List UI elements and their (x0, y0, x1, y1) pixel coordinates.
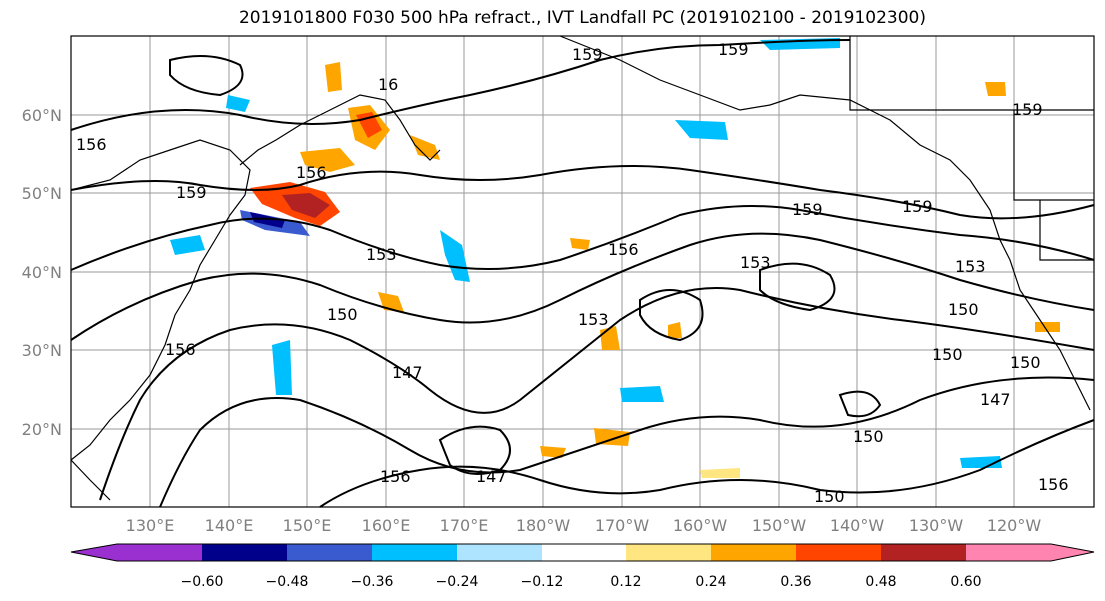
contour-label: 159 (176, 183, 207, 202)
contour-label: 153 (366, 245, 397, 264)
map-plot-area: 159 159 159 159 159 159 156 156 156 156 … (70, 35, 1095, 508)
contour-label: 147 (392, 363, 423, 382)
lon-label: 140°E (205, 516, 254, 535)
colorbar-segment (202, 544, 287, 561)
contour-label: 156 (608, 240, 639, 259)
coastlines (70, 35, 1094, 501)
colorbar-segment (796, 544, 881, 561)
lon-label: 150°E (283, 516, 332, 535)
colorbar-segment (457, 544, 542, 561)
colorbar-segment (881, 544, 966, 561)
contour-label: 147 (980, 390, 1011, 409)
contour-label: 150 (853, 427, 884, 446)
colorbar-tick-label: −0.48 (266, 574, 309, 590)
lon-label: 160°W (673, 516, 728, 535)
contour-label: 153 (955, 257, 986, 276)
colorbar-tick-label: 0.24 (695, 574, 726, 590)
contour-labels: 159 159 159 159 159 159 156 156 156 156 … (76, 40, 1069, 506)
colorbar-tick-label: 0.12 (610, 574, 641, 590)
contour-label: 159 (1012, 100, 1043, 119)
contour-label: 153 (578, 310, 609, 329)
lat-label: 60°N (22, 106, 62, 125)
colorbar-segment (626, 544, 711, 561)
contour-label: 150 (1010, 353, 1041, 372)
colorbar-segment (711, 544, 796, 561)
contour-label: 159 (718, 40, 749, 59)
contour-label: 16 (378, 75, 398, 94)
lat-label: 20°N (22, 420, 62, 439)
contour-label: 156 (1038, 475, 1069, 494)
lon-label: 150°W (752, 516, 807, 535)
contour-label: 150 (327, 305, 358, 324)
contour-label: 147 (476, 467, 507, 486)
lon-label: 160°E (362, 516, 411, 535)
latitude-labels: 60°N 50°N 40°N 30°N 20°N (22, 106, 62, 439)
contour-label: 150 (932, 345, 963, 364)
lon-label: 130°W (909, 516, 964, 535)
contour-label: 159 (902, 197, 933, 216)
lon-label: 140°W (830, 516, 885, 535)
contour-label: 153 (740, 253, 771, 272)
colorbar: −0.60 −0.48 −0.36 −0.24 −0.12 0.12 0.24 … (70, 543, 1095, 590)
contour-label: 159 (572, 45, 603, 64)
colorbar-tick-label: −0.36 (351, 574, 394, 590)
map-title: 2019101800 F030 500 hPa refract., IVT La… (238, 8, 926, 28)
contour-label: 156 (165, 340, 196, 359)
contour-label: 150 (814, 487, 845, 506)
colorbar-tick-label: 0.48 (865, 574, 896, 590)
colorbar-segment (372, 544, 457, 561)
contour-label: 156 (296, 163, 327, 182)
colorbar-tick-label: 0.60 (950, 574, 981, 590)
contour-label: 159 (792, 200, 823, 219)
colorbar-tick-label: 0.36 (780, 574, 811, 590)
colorbar-segment (287, 544, 372, 561)
lon-label: 170°E (440, 516, 489, 535)
colorbar-segment (966, 544, 1051, 561)
colorbar-extend-high (1051, 544, 1094, 561)
lon-label: 130°E (126, 516, 175, 535)
colorbar-extend-low (71, 544, 117, 561)
lon-label: 180°W (516, 516, 571, 535)
colorbar-segment (117, 544, 202, 561)
lat-label: 50°N (22, 184, 62, 203)
lon-label: 120°W (987, 516, 1042, 535)
contour-label: 150 (948, 300, 979, 319)
contour-label: 156 (76, 135, 107, 154)
colorbar-segment (542, 544, 626, 561)
lat-label: 30°N (22, 341, 62, 360)
lon-label: 170°W (595, 516, 650, 535)
colorbar-tick-label: −0.24 (436, 574, 479, 590)
longitude-labels: 130°E 140°E 150°E 160°E 170°E 180°W 170°… (126, 516, 1042, 535)
colorbar-tick-label: −0.12 (521, 574, 564, 590)
anomaly-shading (170, 38, 1060, 478)
contour-label: 156 (380, 467, 411, 486)
height-contours (70, 39, 1095, 508)
colorbar-tick-label: −0.60 (181, 574, 224, 590)
lat-label: 40°N (22, 263, 62, 282)
